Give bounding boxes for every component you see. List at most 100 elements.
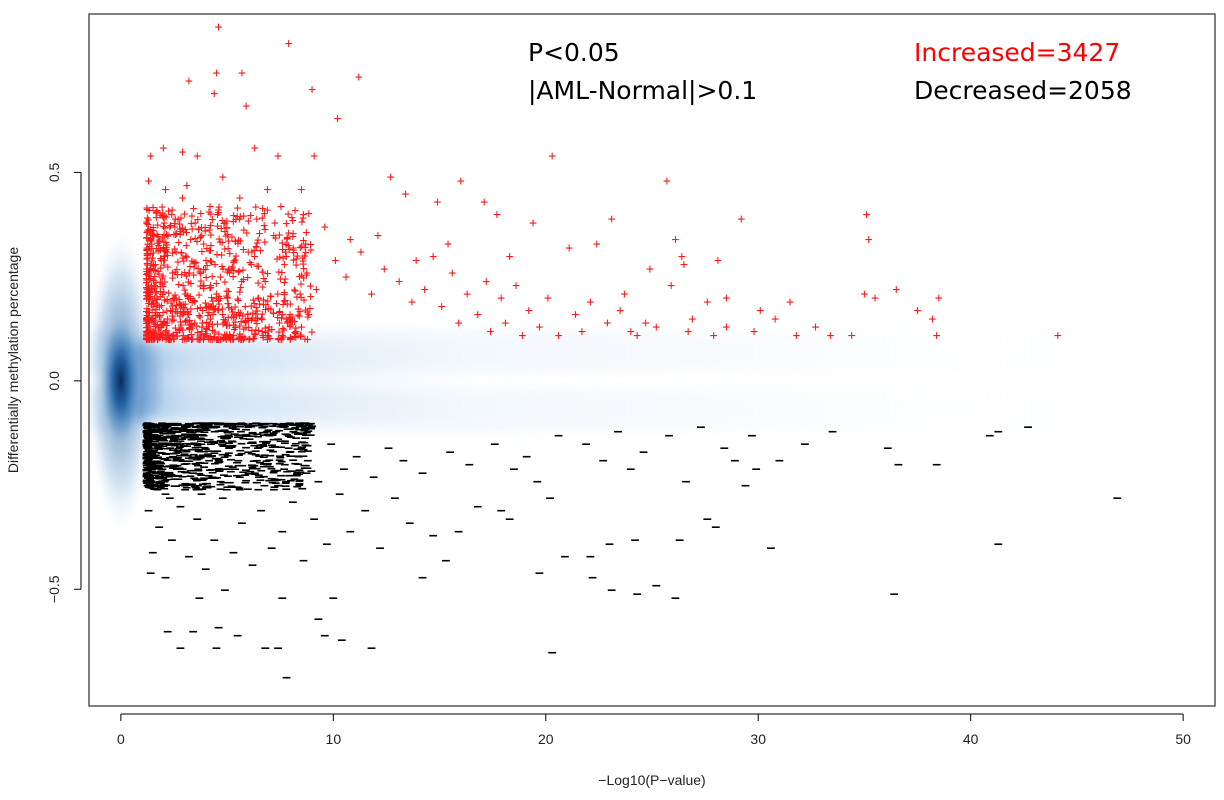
increased-point-dense-0-172: +: [215, 203, 223, 218]
decreased-point-dense-1-400: –: [170, 424, 178, 439]
increased-point-dense-0-698: +: [167, 218, 175, 233]
y-tick-label: 0.0: [46, 371, 62, 391]
increased-point-dense-0-508: +: [280, 287, 288, 302]
increased-point-dense-0-799: +: [149, 200, 157, 215]
decreased-point-dense-1-17: –: [150, 423, 158, 438]
decreased-point-124: –: [166, 491, 174, 506]
increased-point-dense-0-9: +: [272, 231, 280, 246]
increased-point-dense-0-380: +: [191, 231, 199, 246]
decreased-point-dense-1-349: –: [164, 424, 172, 439]
decreased-point-dense-1-264: –: [162, 423, 170, 438]
decreased-point-dense-1-201: –: [143, 456, 151, 471]
increased-point-dense-0-771: +: [241, 299, 249, 314]
increased-point-dense-0-736: +: [150, 315, 158, 330]
increased-point-dense-0-697: +: [191, 294, 199, 309]
decreased-point-dense-1-514: –: [176, 437, 184, 452]
increased-point-dense-0-665: +: [175, 277, 183, 292]
decreased-point-dense-1-85: –: [177, 453, 185, 468]
decreased-point-dense-1-705: –: [151, 479, 159, 494]
decreased-point-dense-1-408: –: [296, 473, 304, 488]
decreased-point-119: –: [206, 449, 214, 464]
decreased-point-dense-1-410: –: [183, 439, 191, 454]
increased-point-dense-0-456: +: [203, 315, 211, 330]
decreased-point-dense-1-817: –: [147, 457, 155, 472]
increased-point-dense-0-208: +: [196, 332, 204, 347]
increased-point-dense-0-286: +: [158, 317, 166, 332]
decreased-point-dense-1-572: –: [151, 419, 159, 434]
increased-point-dense-0-145: +: [143, 201, 151, 216]
increased-point-dense-0-427: +: [227, 332, 235, 347]
decreased-point-dense-1-30: –: [143, 438, 151, 453]
increased-point-dense-0-869: +: [169, 329, 177, 344]
decreased-point-43: –: [676, 533, 684, 548]
increased-point-57: +: [914, 303, 922, 318]
decreased-point-dense-1-93: –: [170, 447, 178, 462]
decreased-point-93: –: [627, 462, 635, 477]
decreased-point-dense-1-799: –: [289, 418, 297, 433]
decreased-point-dense-1-737: –: [163, 472, 171, 487]
decreased-point-46: –: [586, 549, 594, 564]
decreased-point-131: –: [157, 424, 165, 439]
decreased-point-dense-1-884: –: [256, 455, 264, 470]
decreased-point-65: –: [268, 541, 276, 556]
decreased-point-dense-1-523: –: [181, 447, 189, 462]
decreased-point-dense-1-259: –: [179, 462, 187, 477]
increased-point-dense-0-555: +: [187, 302, 195, 317]
decreased-point-dense-1-600: –: [185, 424, 193, 439]
decreased-point-dense-1-447: –: [147, 474, 155, 489]
increased-point-dense-0-416: +: [151, 263, 159, 278]
increased-point-34: +: [671, 233, 679, 248]
decreased-point-dense-1-533: –: [206, 416, 214, 431]
decreased-point-dense-1-695: –: [163, 437, 171, 452]
increased-point-dense-0-311: +: [184, 289, 192, 304]
decreased-point-55: –: [391, 491, 399, 506]
increased-point-dense-0-600: +: [210, 331, 218, 346]
decreased-point-dense-1-282: –: [144, 442, 152, 457]
decreased-point-dense-1-487: –: [308, 419, 316, 434]
increased-point-48: +: [722, 291, 730, 306]
decreased-point-62: –: [300, 554, 308, 569]
increased-point-dense-0-875: +: [170, 332, 178, 347]
decreased-point-dense-1-541: –: [145, 432, 153, 447]
decreased-point-dense-1-178: –: [144, 454, 152, 469]
increased-point-dense-0-728: +: [214, 317, 222, 332]
increased-point-dense-0-689: +: [187, 277, 195, 292]
decreased-point-dense-1-898: –: [194, 417, 202, 432]
increased-point-dense-0-861: +: [235, 332, 243, 347]
increased-point-dense-0-540: +: [160, 249, 168, 264]
decreased-point-dense-1-693: –: [210, 416, 218, 431]
increased-point-dense-0-449: +: [307, 243, 315, 258]
increased-point-dense-0-537: +: [291, 315, 299, 330]
increased-point-dense-0-20: +: [180, 225, 188, 240]
increased-point-dense-0-773: +: [276, 305, 284, 320]
decreased-point-91: –: [829, 424, 837, 439]
increased-point-dense-0-821: +: [270, 306, 278, 321]
decreased-point-dense-1-451: –: [300, 416, 308, 431]
decreased-point-53: –: [429, 529, 437, 544]
decreased-point-dense-1-20: –: [216, 464, 224, 479]
decreased-point-dense-1-294: –: [147, 429, 155, 444]
increased-point-dense-0-104: +: [211, 302, 219, 317]
decreased-point-dense-1-490: –: [266, 448, 274, 463]
increased-point-44: +: [346, 233, 354, 248]
increased-point-dense-0-418: +: [150, 332, 158, 347]
increased-point-dense-0-558: +: [150, 296, 158, 311]
decreased-point-dense-1-248: –: [276, 453, 284, 468]
decreased-point-dense-1-626: –: [161, 474, 169, 489]
decreased-point-dense-1-49: –: [144, 449, 152, 464]
decreased-point-dense-1-685: –: [201, 420, 209, 435]
increased-point-dense-0-22: +: [196, 230, 204, 245]
increased-point-dense-0-408: +: [148, 298, 156, 313]
increased-point-dense-0-268: +: [148, 237, 156, 252]
density-peak: [98, 310, 143, 451]
increased-point-dense-0-633: +: [176, 297, 184, 312]
increased-point-dense-0-326: +: [167, 303, 175, 318]
decreased-point-dense-1-756: –: [148, 418, 156, 433]
decreased-point-dense-1-665: –: [149, 441, 157, 456]
increased-point-dense-0-471: +: [197, 266, 205, 281]
decreased-point-dense-1-296: –: [146, 438, 154, 453]
decreased-point-dense-1-499: –: [226, 476, 234, 491]
increased-point-45: +: [620, 287, 628, 302]
decreased-point-dense-1-496: –: [200, 449, 208, 464]
decreased-point-dense-1-2: –: [143, 417, 151, 432]
